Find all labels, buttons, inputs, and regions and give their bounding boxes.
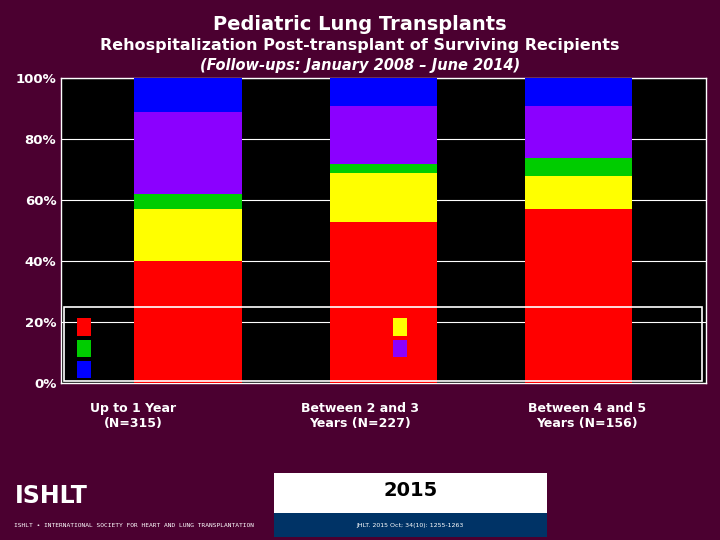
Bar (525, 158, 632, 176)
Bar (330, 106, 437, 164)
Text: (Follow-ups: January 2008 – June 2014): (Follow-ups: January 2008 – June 2014) (200, 58, 520, 73)
Text: Between 4 and 5
Years (N=156): Between 4 and 5 Years (N=156) (528, 402, 646, 430)
Bar (525, 210, 632, 383)
Text: Between 2 and 3
Years (N=227): Between 2 and 3 Years (N=227) (301, 402, 419, 430)
Bar (330, 173, 437, 222)
Text: Up to 1 Year
(N=315): Up to 1 Year (N=315) (90, 402, 176, 430)
Text: Rehospitalization Post-transplant of Surviving Recipients: Rehospitalization Post-transplant of Sur… (100, 38, 620, 53)
Bar (135, 194, 242, 210)
Bar (135, 210, 242, 261)
Bar (393, 319, 408, 336)
Bar (525, 176, 632, 210)
Bar (330, 164, 437, 173)
Bar (77, 361, 91, 378)
Bar (393, 340, 408, 357)
Bar (77, 319, 91, 336)
Bar (135, 78, 242, 112)
Text: Pediatric Lung Transplants: Pediatric Lung Transplants (213, 15, 507, 34)
Text: JHLT. 2015 Oct; 34(10): 1255-1263: JHLT. 2015 Oct; 34(10): 1255-1263 (356, 523, 464, 529)
Bar (274, 472, 547, 537)
Bar (525, 106, 632, 158)
Bar (135, 261, 242, 383)
Text: ISHLT • INTERNATIONAL SOCIETY FOR HEART AND LUNG TRANSPLANTATION: ISHLT • INTERNATIONAL SOCIETY FOR HEART … (14, 523, 254, 529)
Bar (525, 78, 632, 106)
Bar (274, 512, 547, 537)
Text: ISHLT: ISHLT (14, 484, 87, 509)
Bar (135, 112, 242, 194)
Bar (77, 340, 91, 357)
Bar (330, 78, 437, 106)
Text: 2015: 2015 (383, 481, 438, 501)
Bar (330, 222, 437, 383)
